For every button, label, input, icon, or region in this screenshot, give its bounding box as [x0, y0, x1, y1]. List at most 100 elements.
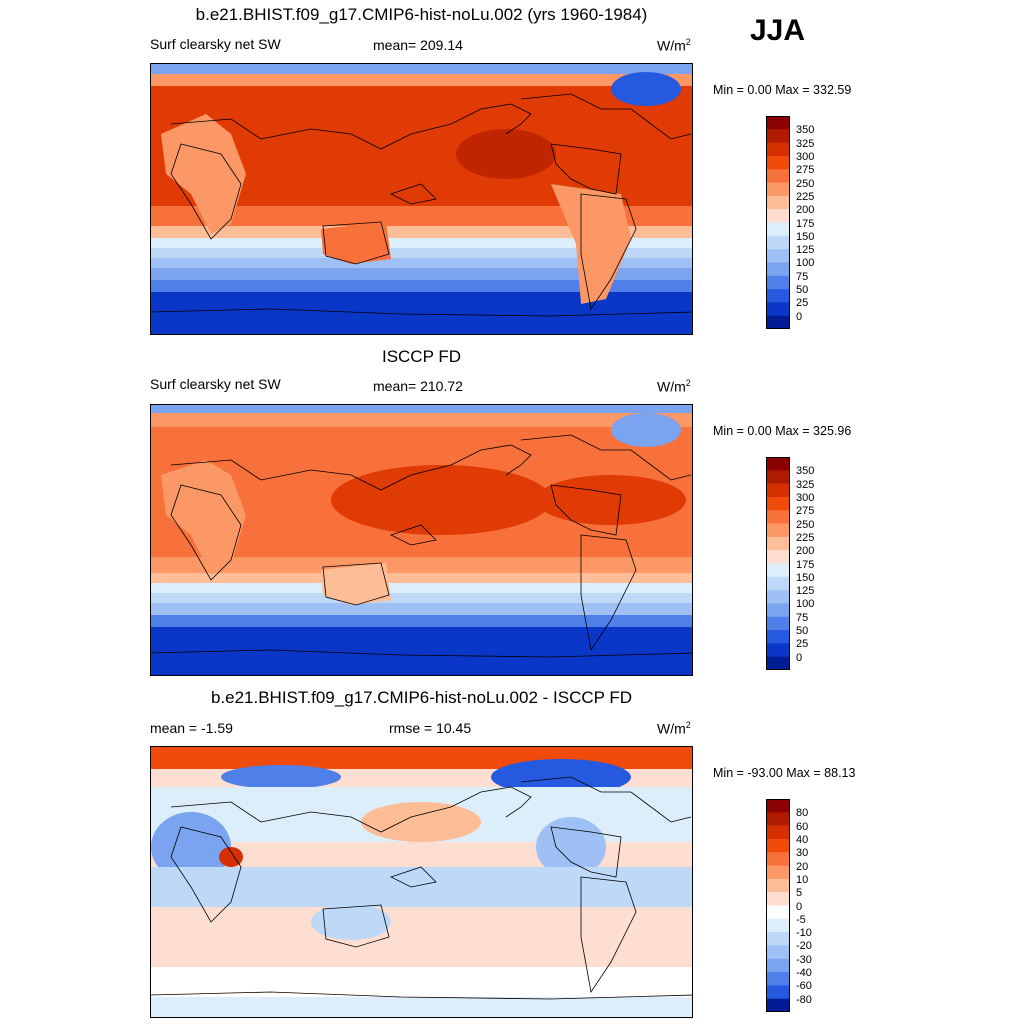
colorbar-tick-label: 350	[796, 124, 815, 137]
colorbar-swatch	[766, 865, 790, 880]
colorbar-swatch	[766, 155, 790, 170]
colorbar-swatch	[766, 483, 790, 498]
colorbar-tick-label: -40	[796, 967, 812, 980]
colorbar-tick-label: 200	[796, 545, 815, 558]
colorbar-swatch	[766, 182, 790, 197]
colorbar-swatch	[766, 972, 790, 986]
colorbar-tick-label: 20	[796, 860, 809, 873]
colorbar-swatch	[766, 510, 790, 524]
panel-3-mean-label: mean = -1.59	[150, 720, 233, 736]
colorbar-tick-label: 150	[796, 230, 815, 243]
colorbar-swatch	[766, 169, 790, 183]
colorbar-swatch	[766, 275, 790, 290]
colorbar-tick-label: 0	[796, 310, 803, 323]
colorbar-tick-label: 80	[796, 807, 809, 820]
panel-2-minmax: Min = 0.00 Max = 325.96	[713, 424, 852, 438]
colorbar-swatch	[766, 195, 790, 210]
panel-3-map	[150, 746, 693, 1018]
colorbar-tick-label: 100	[796, 598, 815, 611]
colorbar-tick-label: 50	[796, 625, 809, 638]
colorbar-tick-label: 175	[796, 217, 815, 230]
panel-3-minmax: Min = -93.00 Max = 88.13	[713, 766, 856, 780]
colorbar-swatch	[766, 289, 790, 303]
colorbar-tick-label: 325	[796, 478, 815, 491]
colorbar-tick-label: 125	[796, 244, 815, 257]
colorbar-tick-label: 225	[796, 190, 815, 203]
colorbar-swatch	[766, 838, 790, 853]
colorbar-tick-label: 0	[796, 651, 803, 664]
panel-3-rmse-label: rmse = 10.45	[389, 720, 472, 736]
colorbar-tick-label: 60	[796, 820, 809, 833]
colorbar-tick-label: 30	[796, 847, 809, 860]
colorbar-swatch	[766, 616, 790, 631]
colorbar-swatch	[766, 129, 790, 143]
colorbar-swatch	[766, 235, 790, 250]
colorbar-tick-label: 250	[796, 518, 815, 531]
colorbar-tick-label: -80	[796, 993, 812, 1006]
colorbar-swatch	[766, 249, 790, 263]
panel-1-map-field	[151, 64, 692, 334]
colorbar-tick-label: 175	[796, 558, 815, 571]
colorbar-tick-label: -60	[796, 980, 812, 993]
colorbar-swatch	[766, 985, 790, 999]
colorbar-tick-label: -20	[796, 940, 812, 953]
colorbar-swatch	[766, 209, 790, 223]
colorbar-tick-label: 25	[796, 297, 809, 310]
colorbar-swatch	[766, 550, 790, 564]
panel-2-variable-label: Surf clearsky net SW	[150, 376, 281, 392]
colorbar-swatch	[766, 918, 790, 933]
panel-2-units: W/m2	[657, 378, 691, 395]
colorbar-swatch	[766, 878, 790, 893]
colorbar-swatch	[766, 262, 790, 277]
colorbar-tick-label: 25	[796, 638, 809, 651]
colorbar-tick-label: 50	[796, 284, 809, 297]
panel-2-colorbar-swatches	[766, 457, 790, 670]
panel-1-units: W/m2	[657, 37, 691, 54]
colorbar-swatch	[766, 812, 790, 826]
colorbar-tick-label: -5	[796, 913, 806, 926]
panel-3-map-field	[151, 747, 692, 1017]
colorbar-swatch	[766, 945, 790, 960]
panel-1-variable-label: Surf clearsky net SW	[150, 36, 281, 52]
colorbar-border	[766, 116, 790, 329]
colorbar-swatch	[766, 222, 790, 237]
colorbar-swatch	[766, 656, 790, 670]
season-label: JJA	[750, 14, 806, 47]
panel-3-units: W/m2	[657, 720, 691, 737]
colorbar-swatch	[766, 302, 790, 316]
colorbar-tick-label: 0	[796, 900, 803, 913]
colorbar-tick-label: 100	[796, 257, 815, 270]
colorbar-swatch	[766, 470, 790, 484]
colorbar-tick-label: 200	[796, 204, 815, 217]
colorbar-swatch	[766, 603, 790, 618]
panel-2-title: ISCCP FD	[381, 347, 462, 366]
colorbar-swatch	[766, 576, 790, 591]
colorbar-tick-label: 150	[796, 571, 815, 584]
colorbar-tick-label: 275	[796, 505, 815, 518]
colorbar-tick-label: -10	[796, 927, 812, 940]
panel-2-map	[150, 404, 693, 676]
colorbar-tick-label: 275	[796, 164, 815, 177]
colorbar-swatch	[766, 643, 790, 657]
colorbar-tick-label: 250	[796, 177, 815, 190]
colorbar-tick-label: 350	[796, 465, 815, 478]
panel-1-mean-label: mean= 209.14	[373, 37, 463, 53]
colorbar-swatch	[766, 496, 790, 511]
colorbar-tick-label: 300	[796, 150, 815, 163]
colorbar-border	[766, 799, 790, 1012]
colorbar-swatch	[766, 523, 790, 538]
colorbar-tick-label: 125	[796, 585, 815, 598]
colorbar-tick-label: 40	[796, 833, 809, 846]
colorbar-swatch	[766, 590, 790, 604]
colorbar-swatch	[766, 892, 790, 906]
colorbar-swatch	[766, 932, 790, 946]
colorbar-border	[766, 457, 790, 670]
colorbar-tick-label: 300	[796, 491, 815, 504]
colorbar-tick-label: 5	[796, 887, 803, 900]
panel-1-minmax: Min = 0.00 Max = 332.59	[713, 83, 852, 97]
panel-3-title: b.e21.BHIST.f09_g17.CMIP6-hist-noLu.002 …	[210, 688, 633, 707]
panel-1-title: b.e21.BHIST.f09_g17.CMIP6-hist-noLu.002 …	[195, 5, 648, 24]
panel-3-colorbar-swatches	[766, 799, 790, 1012]
colorbar-swatch	[766, 630, 790, 644]
panel-2-map-field	[151, 405, 692, 675]
